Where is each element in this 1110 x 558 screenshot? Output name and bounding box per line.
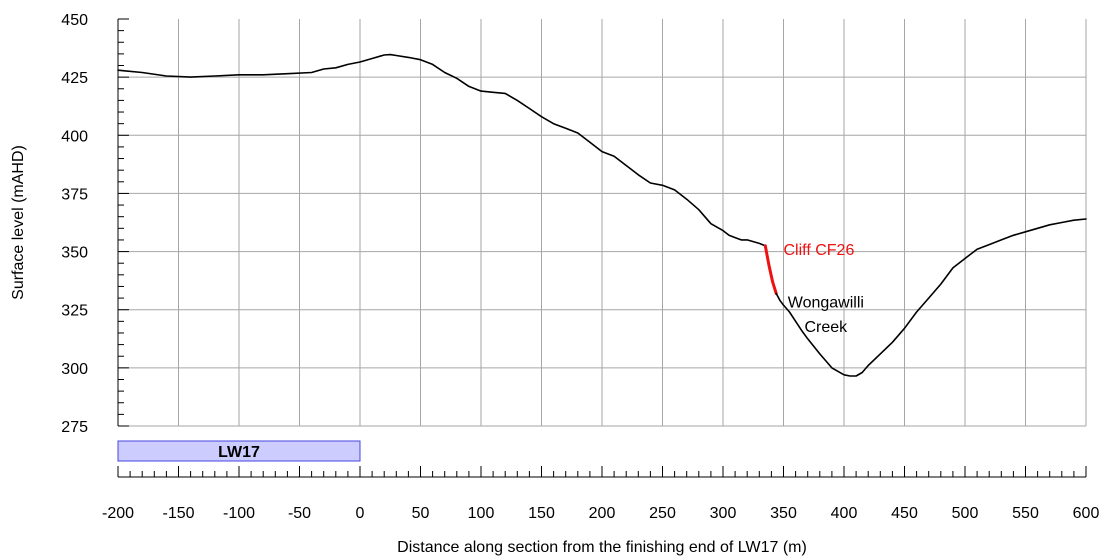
x-tick-label: 400 (831, 505, 858, 522)
x-tick-label: 100 (468, 505, 495, 522)
x-tick-label: 350 (770, 505, 797, 522)
x-tick-label: 250 (649, 505, 676, 522)
y-axis: 275 300 325 350 375 400 425 450 (61, 12, 129, 436)
y-tick-label: 400 (61, 128, 88, 145)
x-tick-label: -150 (162, 505, 194, 522)
y-tick-label: 350 (61, 245, 88, 262)
surface-profile-line (775, 218, 1087, 377)
x-tick-label: 200 (589, 505, 616, 522)
x-tick-label: 150 (528, 505, 555, 522)
panel-rect (117, 440, 361, 462)
x-tick-label: 450 (891, 505, 918, 522)
y-tick-label: 425 (61, 70, 88, 87)
longwall-panel: LW17 (117, 440, 361, 462)
y-tick-label: 275 (61, 419, 88, 436)
annotations: Cliff CF26 Wongawilli Creek (784, 242, 864, 336)
x-tick-label: -100 (223, 505, 255, 522)
x-tick-label: 600 (1073, 505, 1100, 522)
y-tick-label: 325 (61, 303, 88, 320)
surface-profile-line (117, 53, 767, 247)
annotation-label: Wongawilli (788, 294, 864, 311)
x-tick-label: 0 (356, 505, 365, 522)
y-tick-label: 375 (61, 186, 88, 203)
annotation-label: Creek (805, 319, 849, 336)
x-axis-label: Distance along section from the finishin… (397, 539, 807, 556)
grid-lines (117, 19, 1087, 427)
y-axis-label: Surface level (mAHD) (10, 145, 27, 300)
annotation-label: Cliff CF26 (784, 242, 855, 259)
y-tick-label: 300 (61, 361, 88, 378)
y-tick-label: 450 (61, 12, 88, 29)
x-tick-label: 500 (952, 505, 979, 522)
x-tick-label: -50 (288, 505, 311, 522)
x-tick-label: 300 (710, 505, 737, 522)
x-tick-label: 50 (412, 505, 430, 522)
cliff-segment (763, 244, 778, 295)
x-axis: -200 -150 -100 -50 0 50 100 150 200 250 300 350 400 4… (102, 466, 1099, 522)
x-tick-label: -200 (102, 505, 134, 522)
panel-label: LW17 (218, 444, 260, 461)
section-profile (117, 53, 1087, 377)
x-tick-label: 550 (1012, 505, 1039, 522)
